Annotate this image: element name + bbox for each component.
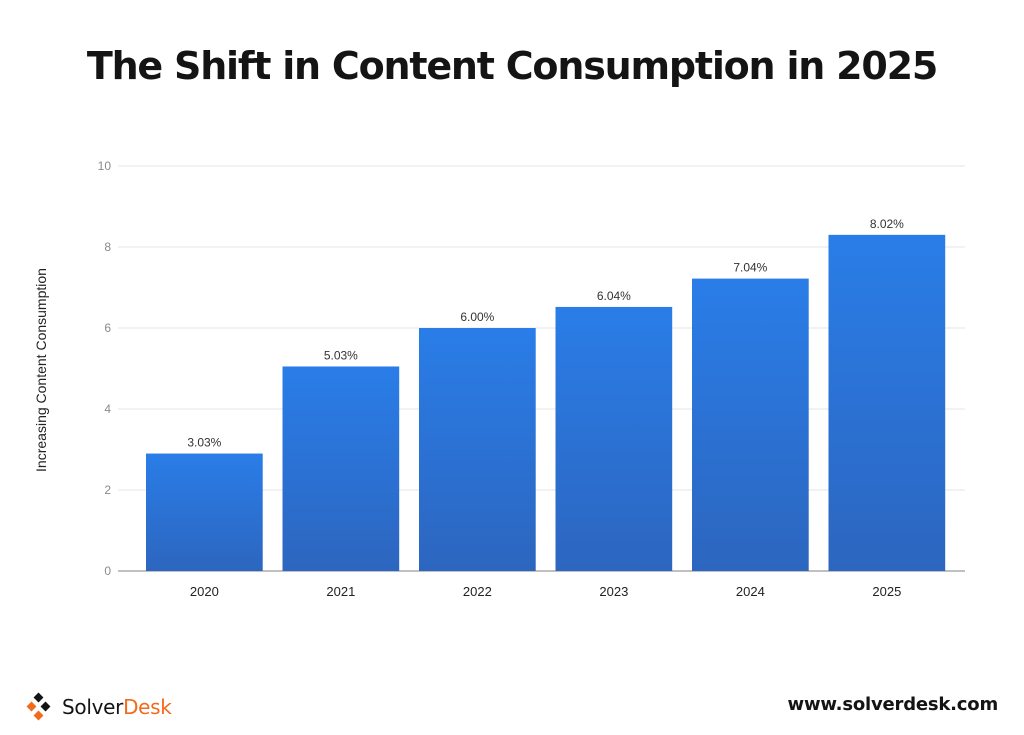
y-axis-title: Increasing Content Consumption	[33, 268, 49, 472]
bar-2022	[419, 328, 536, 571]
brand-name-prefix: Solver	[62, 695, 124, 719]
y-tick-label: 6	[104, 321, 111, 335]
x-tick-label: 2025	[872, 584, 901, 599]
x-tick-label: 2020	[190, 584, 219, 599]
data-label-2022: 6.00%	[460, 310, 494, 324]
solverdesk-logo-icon	[26, 692, 51, 721]
x-tick-label: 2021	[326, 584, 355, 599]
data-label-2023: 6.04%	[597, 289, 631, 303]
x-tick-label: 2022	[463, 584, 492, 599]
bar-2025	[828, 234, 946, 571]
bar-2023	[555, 306, 673, 571]
website-url: www.solverdesk.com	[787, 694, 999, 715]
brand-name-accent: Desk	[123, 695, 172, 719]
x-tick-label: 2024	[736, 584, 765, 599]
bar-2020	[146, 453, 263, 571]
brand-logo: SolverDesk	[24, 690, 172, 724]
chart-title: The Shift in Content Consumption in 2025	[86, 44, 938, 88]
bar-2024	[692, 278, 809, 571]
y-tick-label: 10	[98, 159, 112, 173]
x-tick-label: 2023	[599, 584, 628, 599]
y-tick-label: 4	[104, 402, 111, 416]
y-tick-label: 0	[104, 564, 111, 578]
y-tick-label: 2	[104, 483, 111, 497]
data-label-2021: 5.03%	[324, 348, 358, 362]
data-label-2020: 3.03%	[187, 436, 221, 450]
data-label-2025: 8.02%	[870, 217, 904, 231]
y-tick-label: 8	[104, 240, 111, 254]
brand-name: SolverDesk	[62, 695, 172, 719]
data-label-2024: 7.04%	[733, 261, 767, 275]
bar-2021	[282, 366, 400, 571]
